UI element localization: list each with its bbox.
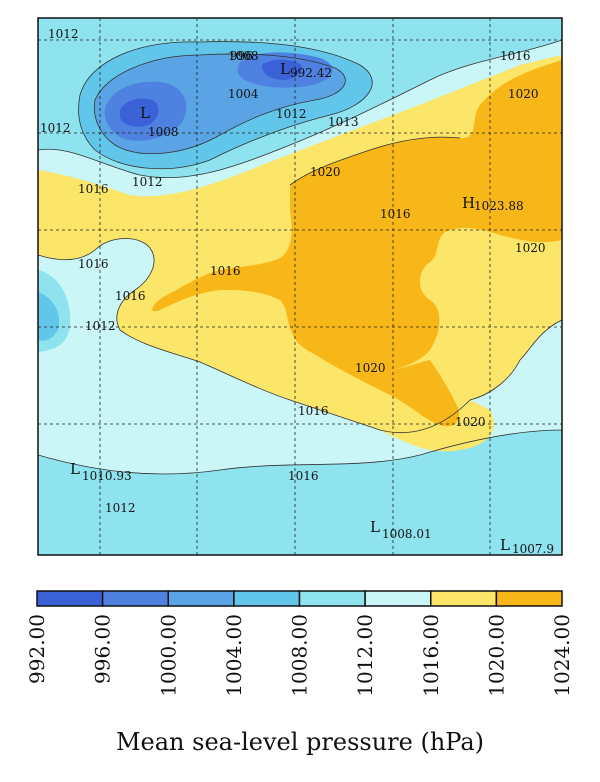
colorbar-tick-label: 1004.00 <box>222 614 246 697</box>
zone-992-north <box>262 59 303 80</box>
map-frame <box>37 17 563 556</box>
low-center-value: 996 <box>230 49 253 63</box>
isobar-lines <box>38 39 562 475</box>
zone-992-center <box>120 98 159 127</box>
contour-label: 1016 <box>210 264 241 278</box>
low-center-marker: L <box>370 518 380 536</box>
colorbar-segment <box>298 590 366 607</box>
contour-label: 1016 <box>288 469 319 483</box>
colorbar-segment <box>495 590 563 607</box>
contour-label: 1012 <box>132 175 163 189</box>
contour-label: 1012 <box>85 319 116 333</box>
contour-label: 1020 <box>455 415 486 429</box>
contour-label: 1012 <box>48 27 79 41</box>
colorbar-segment <box>101 590 169 607</box>
colorbar-tick-label: 992.00 <box>25 614 49 684</box>
colorbar-tick-label: 1024.00 <box>550 614 574 697</box>
colorbar-caption: Mean sea-level pressure (hPa) <box>115 728 485 756</box>
contour-label: 1020 <box>355 361 386 375</box>
contour-label: 1012 <box>105 501 136 515</box>
high-center-marker: H <box>462 194 475 212</box>
colorbar-segment <box>233 590 301 607</box>
contour-label: 1016 <box>500 49 531 63</box>
colorbar-tick-label: 1020.00 <box>484 614 508 697</box>
low-center-value: 1010.93 <box>82 469 132 483</box>
contour-label: 1008 <box>148 125 179 139</box>
contour-label: 1008 <box>228 49 259 63</box>
zone-1008-south <box>38 430 562 555</box>
low-center-marker: L <box>280 60 290 78</box>
contour-label: 992.42 <box>290 66 332 80</box>
contour-label: 1020 <box>515 241 546 255</box>
colorbar-tick-label: 1008.00 <box>288 614 312 697</box>
colorbar-segment <box>167 590 235 607</box>
colorbar-tick-labels: 992.00 996.00 1000.00 1004.00 1008.00 1012.00… <box>25 614 574 697</box>
colorbar-tick-label: 1012.00 <box>353 614 377 697</box>
zone-1004-west <box>38 292 60 341</box>
colorbar-segment <box>364 590 432 607</box>
colorbar-tick-label: 1000.00 <box>156 614 180 697</box>
low-center-value: 1008.01 <box>382 527 432 541</box>
low-center-marker: L <box>500 536 510 554</box>
low-center-marker: L <box>140 104 150 122</box>
contour-label: 1020 <box>310 165 341 179</box>
colorbar-tick-label: 996.00 <box>91 614 115 684</box>
zone-1016-south <box>380 400 494 452</box>
zone-1020-south <box>300 345 460 427</box>
contour-label: 1013 <box>328 115 359 129</box>
pressure-map: 1012 1008 992.42 1004 1008 1012 1013 101… <box>37 17 563 556</box>
contour-label: 1016 <box>380 207 411 221</box>
zone-1016-west-patch <box>38 170 72 239</box>
pressure-centers: L L 996 H 1023.88 L 1010.93 L 1008.01 L … <box>70 49 554 556</box>
map-fill-layers <box>38 18 562 555</box>
low-center-value: 1007.9 <box>512 542 554 556</box>
contour-label: 1020 <box>508 87 539 101</box>
low-center-marker: L <box>70 460 80 478</box>
colorbar-tick-label: 1016.00 <box>419 614 443 697</box>
contour-label: 1016 <box>115 289 146 303</box>
contour-label: 1016 <box>78 257 109 271</box>
colorbar-segment <box>430 590 498 607</box>
contour-label: 1012 <box>40 121 71 135</box>
high-center-value: 1023.88 <box>474 199 524 213</box>
colorbar-segments <box>36 590 563 607</box>
contour-labels: 1012 1008 992.42 1004 1008 1012 1013 101… <box>40 27 546 515</box>
contour-label: 1016 <box>298 404 329 418</box>
contour-label: 1016 <box>78 182 109 196</box>
contour-label: 1012 <box>276 107 307 121</box>
colorbar: 992.00 996.00 1000.00 1004.00 1008.00 1012.00… <box>25 590 574 697</box>
contour-label: 1004 <box>228 87 259 101</box>
colorbar-segment <box>36 590 104 607</box>
